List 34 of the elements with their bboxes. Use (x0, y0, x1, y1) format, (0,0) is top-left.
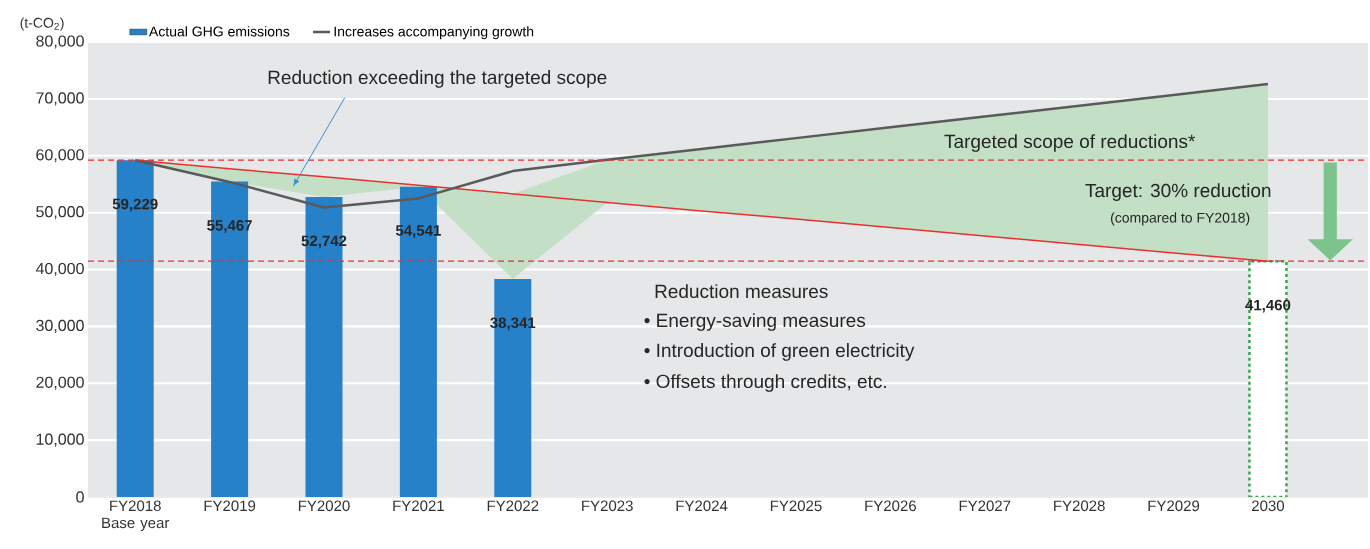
annotation: • Energy-saving measures (644, 313, 866, 331)
x-tick-label: FY2022 (487, 500, 539, 512)
x-tick-label: FY2023 (582, 500, 633, 512)
x-tick-label: 2030 (1252, 500, 1285, 512)
x-tick-label: FY2026 (865, 500, 916, 512)
y-tick-label: 40,000 (35, 262, 84, 277)
y-tick-label: 30,000 (36, 319, 84, 333)
y-axis-title: (t-CO$_{2}$) (20, 17, 64, 31)
y-tick-label: 0 (76, 491, 84, 503)
y-tick-label: 10,000 (36, 433, 84, 447)
x-tick-label: FY2021 (393, 500, 444, 512)
x-tick-label: FY2020 (298, 500, 350, 512)
y-tick-label: 50,000 (36, 206, 84, 220)
x-tick-label: FY2019 (204, 500, 256, 512)
x-tick-label: FY2018 Base year (102, 500, 170, 532)
x-tick-label: FY2027 (959, 500, 1011, 512)
x-tick-label: FY2028 (1054, 500, 1105, 512)
legend-label: Increases accompanying growth (334, 26, 534, 40)
y-tick-label: 20,000 (36, 376, 84, 390)
annotation: Reduction measures (655, 284, 828, 299)
annotation: • Offsets through credits, etc. (644, 374, 886, 392)
y-tick-label: 70,000 (36, 92, 84, 106)
legend-label: Actual GHG emissions (149, 26, 290, 37)
annotation: Target: 30% reduction (1085, 183, 1271, 201)
annotation: • Introduction of green electricity (644, 343, 915, 361)
y-tick-label: 80,000 (36, 35, 84, 49)
data-label: 41,460 (1245, 299, 1291, 313)
annotation: (compared to FY2018) (1110, 212, 1250, 226)
x-tick-label: FY2024 (676, 500, 728, 512)
annotation: Targeted scope of reductions* (944, 134, 1196, 152)
annotation: Reduction exceeding the targeted scope (268, 70, 607, 88)
y-tick-label: 60,000 (36, 149, 84, 163)
x-tick-label: FY2029 (1148, 500, 1200, 512)
x-tick-label: FY2025 (770, 500, 822, 512)
